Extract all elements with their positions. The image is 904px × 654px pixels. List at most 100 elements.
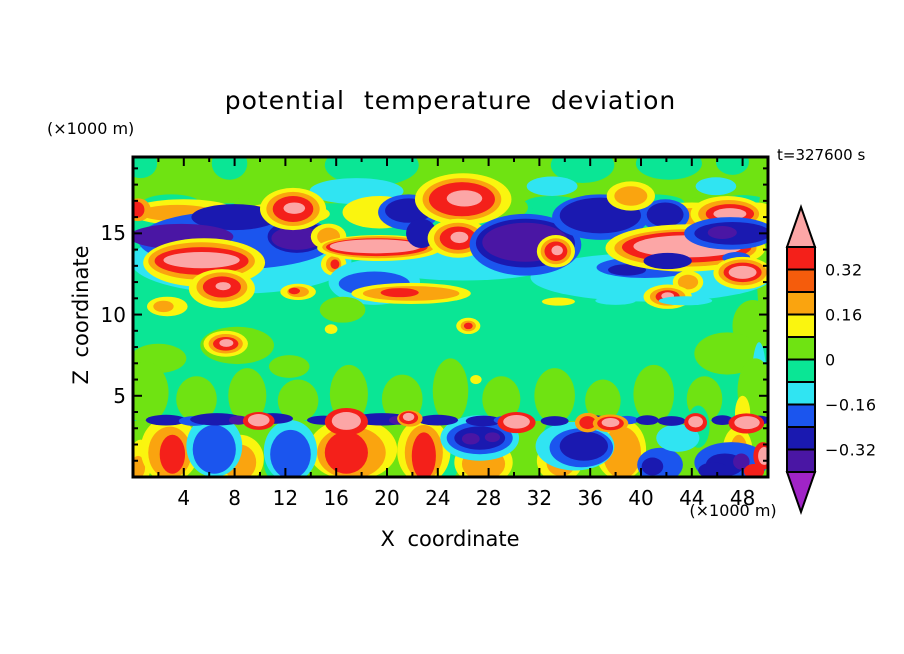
contour-region — [463, 322, 473, 330]
z-tick-label: 5 — [113, 383, 126, 408]
contour-region — [743, 464, 765, 477]
page-title: potential temperature deviation — [224, 86, 677, 115]
contour-region — [635, 415, 659, 426]
x-tick-label: 12 — [272, 486, 299, 510]
contour-region — [585, 379, 621, 422]
time-annotation: t=327600 s — [777, 146, 866, 164]
colorbar-under-arrow — [785, 471, 817, 516]
contour-region — [715, 157, 749, 175]
contour-region — [133, 361, 169, 424]
contour-region — [402, 412, 415, 421]
contour-region — [707, 226, 737, 240]
colorbar-box — [786, 358, 816, 383]
colorbar-tick-label: 0.32 — [825, 260, 863, 279]
colorbar-tick-label: 0.16 — [825, 305, 863, 324]
colorbar-over-arrow — [785, 203, 817, 248]
contour-region — [153, 300, 174, 313]
contour-region — [658, 296, 713, 306]
x-tick-label: 4 — [177, 486, 191, 510]
contour-region — [133, 201, 145, 218]
contour-region — [450, 231, 469, 244]
contour-region — [288, 287, 301, 295]
contour-region — [380, 288, 419, 298]
contour-region — [283, 202, 306, 214]
contour-region — [432, 358, 469, 424]
contour-region — [228, 368, 267, 424]
contour-region — [133, 157, 158, 179]
contour-region — [176, 376, 217, 422]
colorbar — [785, 203, 817, 516]
plot-area — [133, 157, 768, 477]
contour-region — [695, 177, 737, 196]
colorbar-tick-label: 0 — [825, 350, 836, 369]
contour-region — [330, 259, 340, 270]
contour-region — [579, 416, 596, 430]
colorbar-box — [786, 426, 816, 451]
x-tick-label: 44 — [679, 486, 705, 510]
contour-region — [324, 431, 368, 474]
contour-region — [482, 376, 521, 422]
x-tick-label: 20 — [374, 486, 400, 510]
contour-region — [324, 324, 338, 335]
contour-region — [247, 413, 270, 427]
contour-region — [541, 297, 575, 306]
colorbar-box — [786, 313, 816, 338]
contour-region — [688, 416, 703, 428]
x-tick-label: 16 — [323, 486, 349, 510]
contour-region — [698, 462, 729, 477]
contour-region — [461, 433, 480, 445]
contour-region — [219, 339, 234, 347]
contour-region — [713, 208, 747, 220]
colorbar-box — [786, 268, 816, 293]
contour-region — [595, 296, 636, 305]
colorbar-box — [786, 448, 816, 473]
contour-region — [540, 416, 569, 426]
x-tick-label: 36 — [577, 486, 603, 510]
contour-region — [503, 414, 530, 429]
contour-region — [635, 157, 702, 180]
contour-region — [484, 432, 501, 443]
contour-region — [657, 416, 686, 426]
contour-region — [145, 414, 187, 426]
colorbar-tick-label: −0.16 — [825, 395, 877, 414]
contour-region — [551, 245, 563, 256]
contour-region — [319, 296, 366, 323]
axis-ticks — [133, 157, 768, 477]
contour-region — [734, 416, 760, 430]
x-tick-label: 24 — [425, 486, 451, 510]
contour-region — [728, 265, 757, 279]
colorbar-tick-label: −0.32 — [825, 440, 877, 459]
x-tick-label: 40 — [628, 486, 654, 510]
contour-region — [329, 239, 422, 254]
x-axis-title: X coordinate — [380, 527, 520, 551]
contour-region — [601, 418, 620, 428]
contour-region — [411, 432, 436, 477]
colorbar-box — [786, 403, 816, 428]
contour-region — [526, 176, 578, 196]
contour-region — [607, 264, 647, 276]
contour-region — [633, 364, 675, 424]
colorbar-box — [786, 336, 816, 361]
contour-region — [191, 204, 278, 231]
contour-region — [417, 414, 459, 426]
contour-region — [641, 457, 664, 476]
colorbar-box — [786, 246, 816, 271]
x-axis-unit-label: (×1000 m) — [689, 501, 777, 520]
contour-region — [643, 252, 692, 270]
contour-region — [211, 157, 248, 180]
contour-region — [446, 190, 483, 207]
contour-region — [192, 425, 236, 474]
contour-region — [694, 332, 761, 375]
colorbar-box — [786, 381, 816, 406]
contour-region — [159, 434, 186, 474]
contour-region — [420, 259, 440, 273]
contour-region — [534, 368, 575, 424]
x-tick-label: 28 — [475, 486, 502, 510]
colorbar-box — [786, 291, 816, 316]
plot-border — [131, 155, 770, 479]
contour-region — [465, 415, 502, 427]
contour-region — [331, 412, 361, 430]
contour-region — [190, 413, 244, 426]
